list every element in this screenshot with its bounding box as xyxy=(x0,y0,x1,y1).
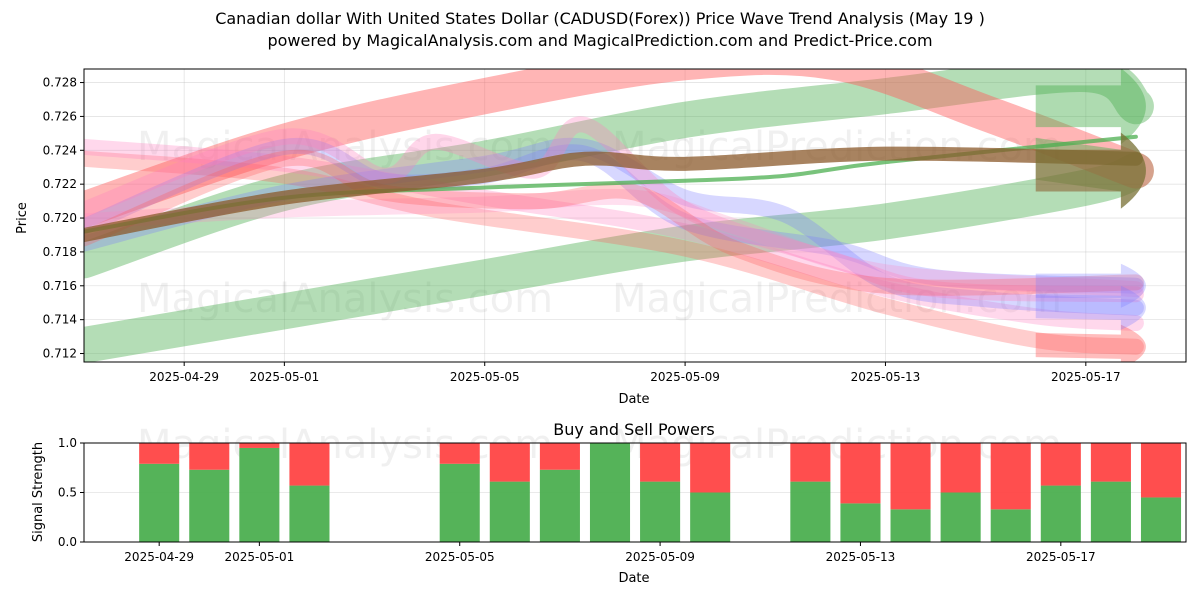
trend-line-brown xyxy=(84,146,1143,242)
sell-power-bar xyxy=(790,443,831,482)
buy-power-bar xyxy=(539,469,580,542)
power-x-axis-label: Date xyxy=(618,571,649,586)
wave-band-pink xyxy=(84,116,1144,303)
buy-power-bar xyxy=(439,463,480,542)
sell-power-bar xyxy=(1090,443,1131,482)
y-tick-label: 0.722 xyxy=(43,177,77,191)
watermark-text: MagicalAnalysis.com xyxy=(137,124,553,170)
y-tick-label: 0.714 xyxy=(43,313,77,327)
watermark-text: MagicalAnalysis.com xyxy=(137,276,553,322)
price-x-axis-label: Date xyxy=(618,392,649,407)
buy-power-bar xyxy=(589,443,631,542)
x-tick-label: 2025-05-13 xyxy=(851,370,921,384)
wave-band-pink xyxy=(84,188,1144,298)
sell-power-bar xyxy=(1140,443,1182,498)
y-tick-label: 0.728 xyxy=(43,76,77,90)
buy-power-bar xyxy=(1090,481,1131,542)
y-tick-label: 0.720 xyxy=(43,211,77,225)
sell-power-bar xyxy=(439,443,480,464)
power-chart-title: Buy and Sell Powers xyxy=(553,420,715,439)
y-tick-label: 0.718 xyxy=(43,245,77,259)
buy-power-bar xyxy=(690,492,731,542)
watermark-text: MagicalPrediction.com xyxy=(612,422,1062,468)
buy-power-bar xyxy=(840,503,881,542)
x-tick-label: 2025-05-17 xyxy=(1051,370,1121,384)
power-y-axis: 0.0 0.5 1.0 xyxy=(58,436,84,549)
price-chart-frame xyxy=(83,68,1187,363)
forecast-arrow-blue xyxy=(1035,285,1146,330)
buy-power-bar xyxy=(1140,497,1182,542)
buy-power-bar xyxy=(489,481,530,542)
y-tick-label: 0.712 xyxy=(43,347,77,361)
sell-power-bar xyxy=(640,443,681,482)
wave-band-red xyxy=(84,69,1154,228)
x-tick-label: 2025-05-05 xyxy=(425,550,495,564)
buy-power-bar xyxy=(940,492,981,542)
sell-power-bar xyxy=(289,443,330,486)
y-tick-label: 0.716 xyxy=(43,279,77,293)
buy-power-bar xyxy=(890,509,931,542)
y-tick-label: 0.726 xyxy=(43,109,77,123)
x-tick-label: 2025-04-29 xyxy=(149,370,219,384)
price-y-axis-label: Price xyxy=(15,202,30,234)
price-trend-lines xyxy=(84,134,1143,242)
sell-power-bar xyxy=(139,443,180,464)
y-tick-label: 0.5 xyxy=(58,486,77,500)
sell-power-bar xyxy=(539,443,580,470)
x-tick-label: 2025-05-01 xyxy=(224,550,294,564)
watermark-layer: MagicalAnalysis.com MagicalPrediction.co… xyxy=(137,124,1062,468)
power-y-axis-label: Signal Strength xyxy=(31,442,46,542)
buy-power-bar xyxy=(1040,485,1081,542)
wave-band-pink xyxy=(84,138,1144,332)
sell-power-bar xyxy=(890,443,931,510)
wave-band-red xyxy=(84,150,1144,355)
x-tick-label: 2025-04-29 xyxy=(124,550,194,564)
y-tick-label: 0.0 xyxy=(58,535,77,549)
x-tick-label: 2025-05-17 xyxy=(1026,550,1096,564)
buy-power-bar xyxy=(139,463,180,542)
price-x-axis: 2025-04-29 2025-05-01 2025-05-05 2025-05-09… xyxy=(149,362,1121,384)
forecast-arrow-red xyxy=(1035,324,1146,362)
power-x-axis: 2025-04-29 2025-05-01 2025-05-05 2025-05-09… xyxy=(124,542,1096,564)
sell-power-bar xyxy=(840,443,881,504)
buy-power-bar xyxy=(239,447,280,542)
wave-band-green xyxy=(84,152,1154,362)
power-bars xyxy=(139,443,1182,542)
buy-power-bar xyxy=(790,481,831,542)
x-tick-label: 2025-05-09 xyxy=(650,370,720,384)
buy-power-bar xyxy=(189,469,230,542)
figure-title: Canadian dollar With United States Dolla… xyxy=(215,9,985,28)
wave-band-red xyxy=(84,149,1144,296)
forecast-arrows xyxy=(1035,69,1146,362)
buy-power-bar xyxy=(990,509,1031,542)
x-tick-label: 2025-05-01 xyxy=(249,370,319,384)
sell-power-bar xyxy=(489,443,530,482)
forecast-arrow-blue xyxy=(1035,263,1146,308)
buy-power-bar xyxy=(640,481,681,542)
sell-power-bar xyxy=(940,443,981,493)
buy-power-bar xyxy=(289,485,330,542)
watermark-text: MagicalPrediction.com xyxy=(612,276,1062,322)
x-tick-label: 2025-05-09 xyxy=(625,550,695,564)
sell-power-bar xyxy=(239,443,280,448)
price-y-axis: 0.712 0.714 0.716 0.718 0.720 0.722 0.724 0.726… xyxy=(43,76,84,361)
forecast-arrow-brown xyxy=(1035,132,1146,209)
figure-subtitle: powered by MagicalAnalysis.com and Magic… xyxy=(267,31,933,50)
y-tick-label: 0.724 xyxy=(43,143,77,157)
sell-power-bar xyxy=(690,443,731,493)
sell-power-bar xyxy=(1040,443,1081,486)
y-tick-label: 1.0 xyxy=(58,436,77,450)
forecast-arrow-green xyxy=(1035,69,1146,145)
sell-power-bar xyxy=(990,443,1031,510)
x-tick-label: 2025-05-05 xyxy=(450,370,520,384)
x-tick-label: 2025-05-13 xyxy=(826,550,896,564)
sell-power-bar xyxy=(189,443,230,470)
